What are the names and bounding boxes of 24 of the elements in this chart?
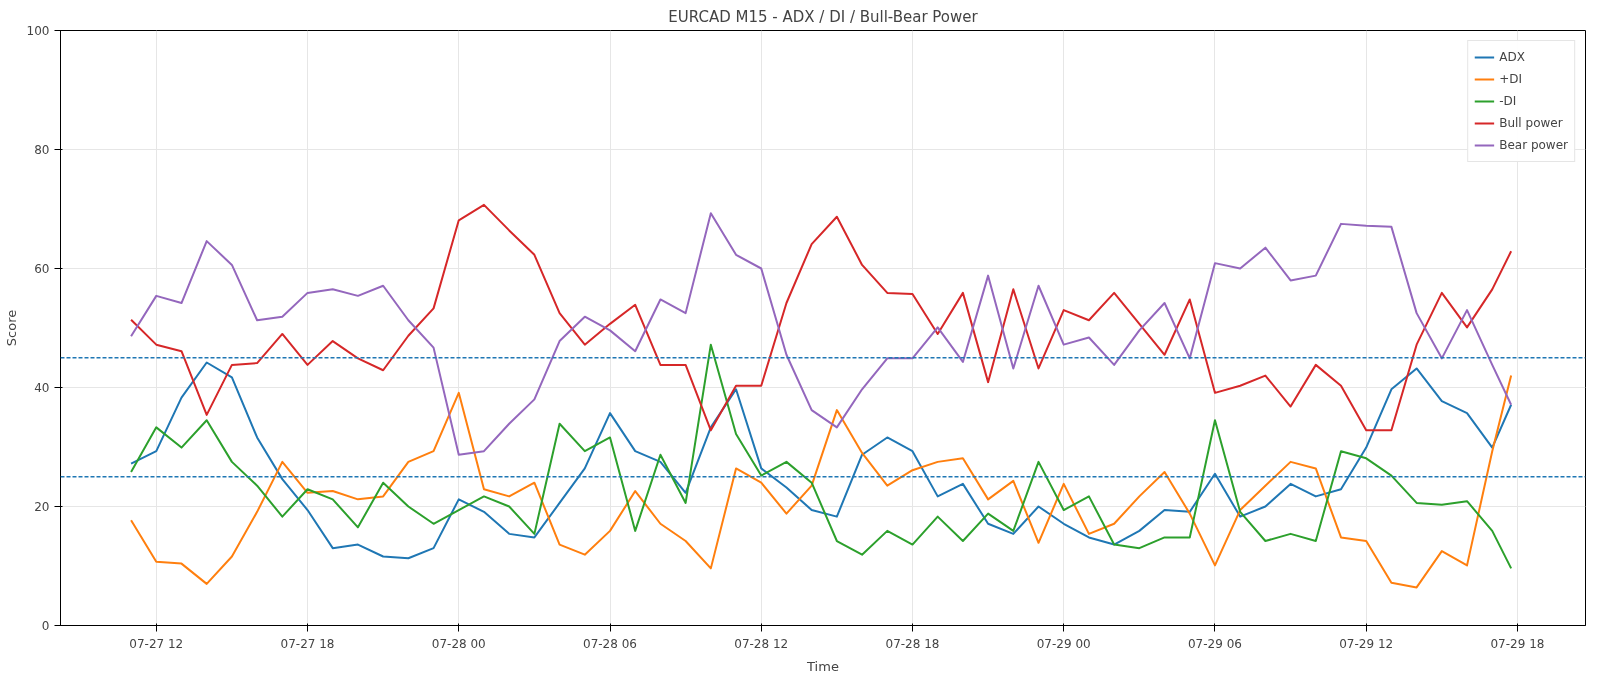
y-tick-label: 0 bbox=[41, 619, 50, 633]
chart-title: EURCAD M15 - ADX / DI / Bull-Bear Power bbox=[668, 7, 979, 26]
x-tick-label: 07-29 00 bbox=[1036, 636, 1091, 651]
y-tick-label: 20 bbox=[34, 500, 50, 514]
y-axis-title: Score bbox=[3, 309, 19, 347]
legend-label: Bull power bbox=[1499, 116, 1563, 130]
x-tick-label: 07-28 00 bbox=[431, 636, 486, 651]
legend-label: Bear power bbox=[1499, 138, 1568, 152]
x-tick-label: 07-29 18 bbox=[1490, 636, 1545, 651]
x-tick-label: 07-27 12 bbox=[129, 636, 184, 651]
legend-label: +DI bbox=[1499, 72, 1523, 86]
x-tick-label: 07-28 06 bbox=[583, 636, 637, 651]
x-axis-title: Time bbox=[806, 658, 839, 674]
y-tick-label: 40 bbox=[34, 381, 50, 395]
x-tick-label: 07-29 06 bbox=[1187, 636, 1242, 651]
legend-label: ADX bbox=[1499, 50, 1525, 64]
legend-label: -DI bbox=[1499, 94, 1518, 108]
x-tick-label: 07-27 18 bbox=[280, 636, 335, 651]
x-tick-label: 07-28 18 bbox=[885, 636, 940, 651]
x-tick-label: 07-28 12 bbox=[734, 636, 789, 651]
y-tick-label: 60 bbox=[34, 262, 50, 276]
y-tick-label: 100 bbox=[26, 24, 50, 38]
x-tick-label: 07-29 12 bbox=[1339, 636, 1394, 651]
y-tick-label: 80 bbox=[34, 143, 50, 157]
